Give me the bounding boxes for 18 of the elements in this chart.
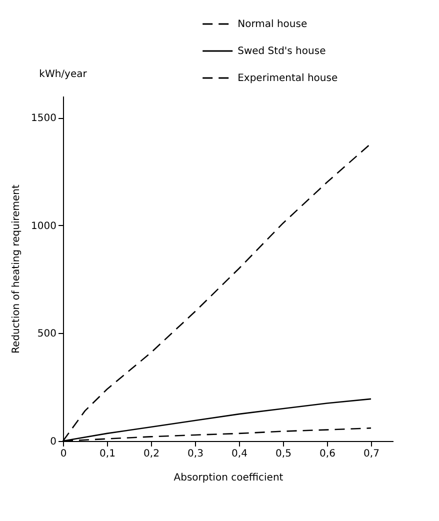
y-tick-label: 0 xyxy=(50,436,56,448)
x-tick-label: 0,6 xyxy=(320,448,336,460)
legend-label: Swed Std's house xyxy=(238,46,326,57)
x-tick-label: 0,5 xyxy=(276,448,292,460)
y-tick-label: 1500 xyxy=(31,113,56,124)
x-tick-label: 0,3 xyxy=(188,448,204,460)
x-tick-label: 0,2 xyxy=(144,448,160,460)
text: kWh/year xyxy=(39,69,88,80)
x-tick-label: 0,7 xyxy=(364,448,380,460)
y-tick-label: 1000 xyxy=(31,220,56,232)
x-tick-label: 0,1 xyxy=(100,448,116,460)
legend-label: Experimental house xyxy=(238,73,338,84)
y-axis-title: Reduction of heating requirement xyxy=(11,184,22,354)
legend-label: Normal house xyxy=(238,19,308,30)
y-tick-label: 500 xyxy=(37,328,56,340)
x-axis-title: Absorption coefficient xyxy=(174,472,284,484)
x-tick-label: 0 xyxy=(60,448,67,460)
x-tick-label: 0,4 xyxy=(232,448,248,460)
